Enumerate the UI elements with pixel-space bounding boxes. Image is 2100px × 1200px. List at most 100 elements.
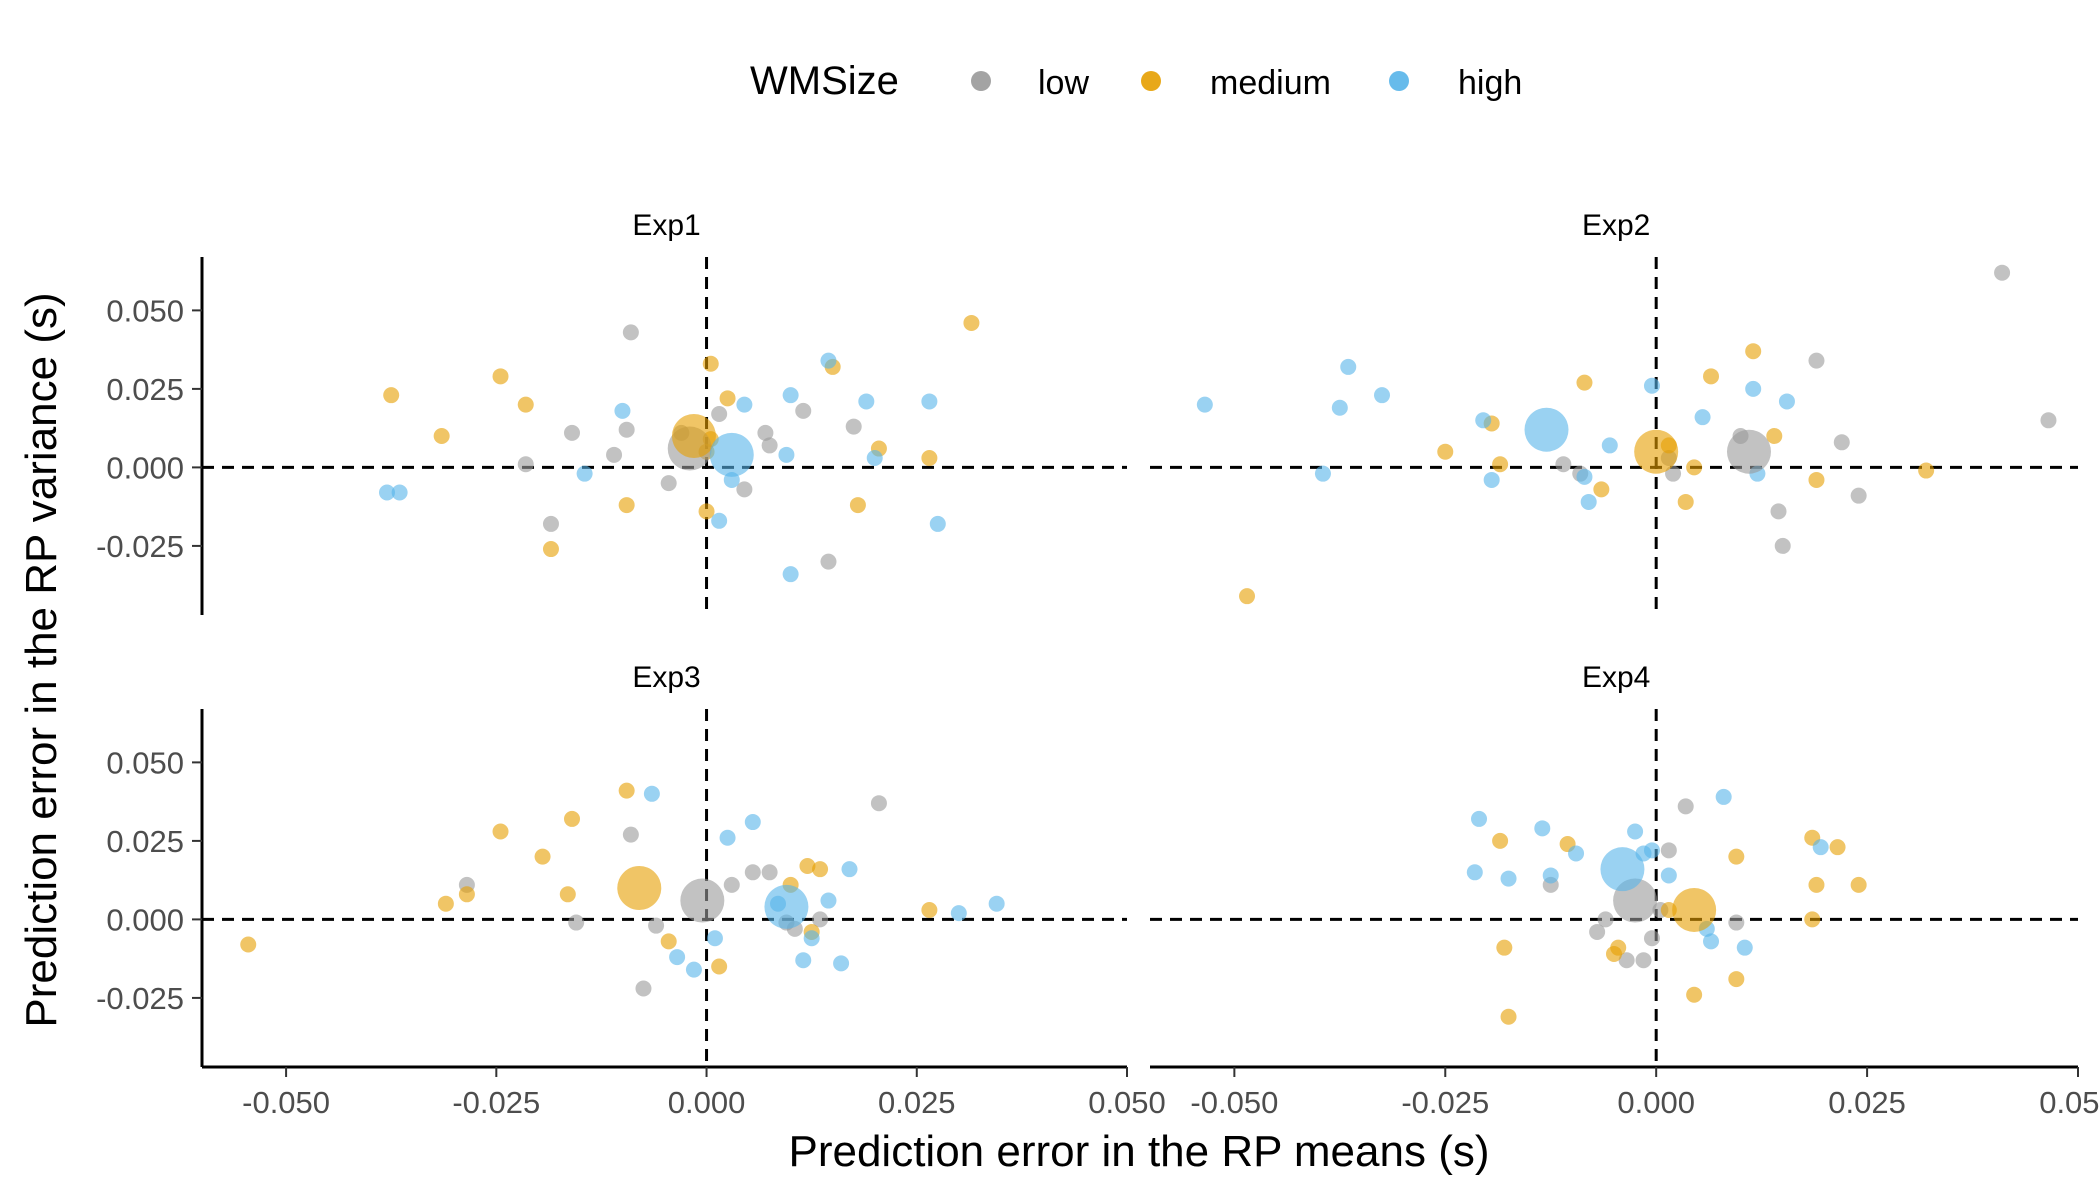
data-point-low (795, 402, 812, 419)
data-point-high (685, 961, 702, 978)
data-point-low (1833, 434, 1850, 451)
data-point-low (1994, 264, 2011, 281)
data-point-high (950, 905, 967, 922)
data-point-high (988, 895, 1005, 912)
data-point-high (379, 484, 395, 501)
data-point-low (812, 911, 829, 928)
legend-label-medium: medium (1210, 64, 1331, 102)
data-point-medium (517, 396, 534, 413)
data-point-high (1331, 399, 1348, 416)
data-point-high (744, 814, 761, 831)
x-tick-label: 0.025 (1828, 1085, 1906, 1120)
data-point-high (921, 393, 938, 410)
data-point-medium (564, 810, 580, 827)
mean-point-high (709, 432, 754, 477)
data-point-high (1736, 939, 1753, 956)
data-point-high (858, 393, 875, 410)
data-point-medium (1239, 588, 1256, 605)
x-tick-label: -0.025 (1401, 1085, 1489, 1120)
data-point-low (622, 826, 639, 843)
data-point-low (761, 864, 778, 881)
panel-title: Exp3 (632, 661, 700, 694)
data-point-high (711, 512, 728, 529)
data-point-medium (660, 933, 677, 950)
legend-label-high: high (1458, 64, 1522, 102)
data-point-high (1542, 867, 1559, 884)
y-tick-label: 0.050 (106, 745, 184, 780)
data-point-low (542, 515, 559, 532)
data-point-low (618, 421, 635, 438)
data-point-high (1715, 788, 1732, 805)
y-tick-label: -0.025 (96, 981, 184, 1016)
data-point-high (669, 949, 686, 966)
data-point-medium (458, 886, 475, 903)
data-point-low (660, 475, 677, 492)
data-point-high (1374, 387, 1390, 404)
data-point-low (820, 553, 837, 570)
x-tick-label: -0.025 (452, 1085, 540, 1120)
data-point-high (1196, 396, 1213, 413)
panel-title: Exp1 (632, 209, 700, 242)
mean-point-high (1524, 407, 1569, 452)
data-point-low (564, 424, 580, 441)
data-point-medium (719, 390, 736, 407)
data-point-low (1665, 465, 1682, 482)
data-point-medium (618, 782, 635, 799)
data-point-medium (492, 368, 509, 385)
y-tick-label: -0.025 (96, 529, 184, 564)
data-point-medium (383, 387, 400, 404)
data-point-medium (1918, 462, 1935, 479)
panel-exp1: Exp1 -0.025 0.000 0.025 0.050 (96, 209, 1127, 615)
data-point-high (614, 402, 631, 419)
y-tick-label: 0.025 (106, 372, 184, 407)
data-point-medium (1728, 848, 1745, 865)
data-point-medium (1728, 971, 1745, 988)
facet-panels: Exp1 -0.025 0.000 0.025 0.050 Exp2 Exp3 -0.025 0… (96, 209, 2100, 1120)
panel-title: Exp4 (1582, 661, 1650, 694)
data-point-high (1576, 468, 1593, 485)
mean-point-medium (617, 866, 662, 910)
panel-exp4: Exp4 -0.050 -0.025 0.000 0.025 0.050 (1150, 661, 2100, 1120)
data-point-medium (559, 886, 576, 903)
y-tick-label: 0.000 (106, 450, 184, 485)
data-point-high (576, 465, 593, 482)
data-point-medium (492, 823, 509, 840)
data-point-low (622, 324, 639, 341)
data-point-low (1808, 352, 1825, 369)
data-point-low (1597, 911, 1614, 928)
data-point-low (870, 795, 887, 812)
data-point-low (1850, 487, 1867, 504)
data-point-high (1580, 493, 1597, 510)
data-point-high (1483, 471, 1500, 488)
y-tick-label: 0.050 (106, 293, 184, 328)
data-point-medium (702, 355, 719, 372)
y-tick-label: 0.000 (106, 902, 184, 937)
data-point-low (1589, 923, 1606, 940)
data-point-high (643, 785, 660, 802)
data-point-medium (240, 936, 257, 953)
data-point-high (929, 515, 946, 532)
data-point-medium (799, 858, 816, 875)
data-point-high (1627, 823, 1644, 840)
x-tick-label: 0.000 (668, 1085, 746, 1120)
data-point-medium (433, 428, 450, 444)
data-point-high (1475, 412, 1492, 429)
mean-point-medium (1672, 887, 1717, 932)
data-point-low (1643, 930, 1660, 947)
data-point-low (711, 406, 728, 423)
data-point-high (782, 566, 799, 583)
data-point-medium (963, 314, 980, 331)
data-point-low (606, 446, 623, 463)
legend-swatch-high (1389, 71, 1409, 91)
data-point-high (1812, 839, 1829, 856)
data-point-medium (1500, 1008, 1517, 1025)
data-point-high (1466, 864, 1483, 881)
data-point-low (757, 424, 774, 441)
data-point-high (1340, 358, 1357, 375)
data-point-high (1314, 465, 1331, 482)
data-point-medium (1496, 939, 1513, 956)
x-axis-title: Prediction error in the RP means (s) (788, 1127, 1489, 1176)
y-tick-label: 0.025 (106, 824, 184, 859)
data-point-medium (1437, 443, 1454, 460)
data-point-high (706, 930, 723, 947)
